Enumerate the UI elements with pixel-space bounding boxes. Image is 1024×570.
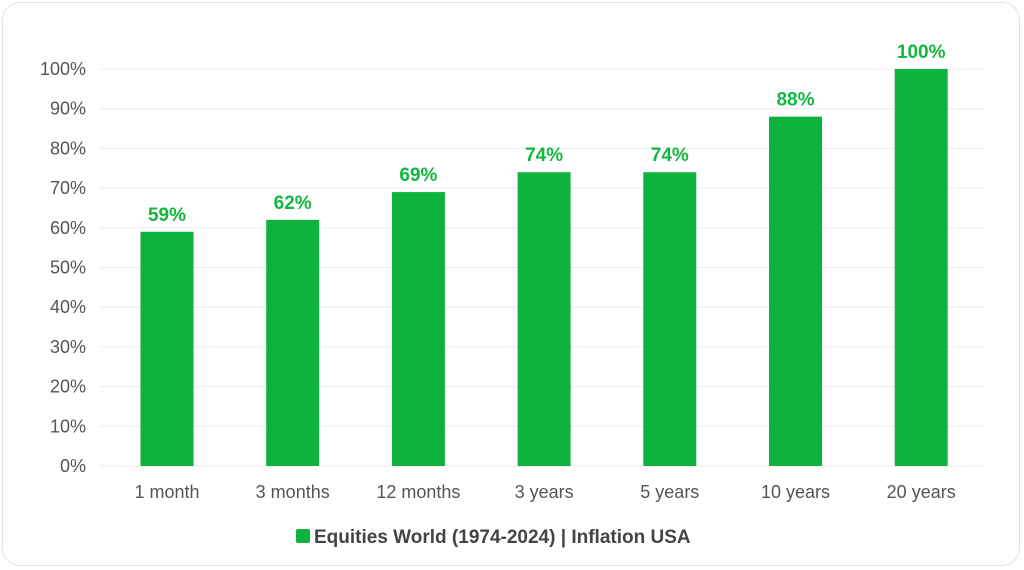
y-tick-label: 80% — [50, 138, 86, 158]
bar — [517, 172, 571, 466]
data-label: 59% — [148, 205, 186, 226]
y-tick-label: 60% — [50, 218, 86, 238]
x-tick-label: 20 years — [887, 482, 956, 502]
bar — [643, 172, 697, 466]
x-tick-label: 1 month — [134, 482, 199, 502]
y-tick-label: 50% — [50, 258, 86, 278]
data-label: 88% — [776, 90, 814, 111]
x-tick-label: 3 months — [256, 482, 330, 502]
y-tick-label: 10% — [50, 416, 86, 436]
data-label: 62% — [274, 193, 312, 214]
x-tick-label: 5 years — [640, 482, 699, 502]
y-tick-label: 70% — [50, 178, 86, 198]
data-label: 74% — [651, 145, 689, 166]
legend: Equities World (1974-2024) | Inflation U… — [296, 527, 691, 548]
gridlines — [100, 68, 985, 467]
x-tick-label: 12 months — [376, 482, 460, 502]
data-label: 74% — [525, 145, 563, 166]
x-tick-label: 3 years — [515, 482, 574, 502]
bar — [266, 219, 320, 466]
y-tick-label: 30% — [50, 337, 86, 357]
y-tick-label: 40% — [50, 297, 86, 317]
y-tick-label: 90% — [50, 99, 86, 119]
x-tick-label: 10 years — [761, 482, 830, 502]
legend-swatch — [296, 529, 310, 543]
y-tick-label: 20% — [50, 377, 86, 397]
bar — [769, 116, 822, 466]
data-label: 69% — [399, 165, 437, 186]
x-axis: 1 month 3 months 12 months 3 years 5 years 10… — [134, 482, 955, 502]
y-axis: 0% 10% 20% 30% 40% 50% 60% 70% 80% 90% 100% — [40, 59, 86, 476]
legend-label: Equities World (1974-2024) | Inflation U… — [314, 527, 691, 548]
data-label: 100% — [897, 42, 946, 63]
bar — [894, 69, 948, 466]
data-labels: 59% 62% 69% 74% 74% 88% 100% — [148, 42, 946, 226]
bar — [391, 192, 445, 466]
bars — [140, 69, 948, 466]
bar — [140, 231, 194, 466]
y-tick-label: 100% — [40, 59, 86, 79]
y-tick-label: 0% — [60, 456, 86, 476]
